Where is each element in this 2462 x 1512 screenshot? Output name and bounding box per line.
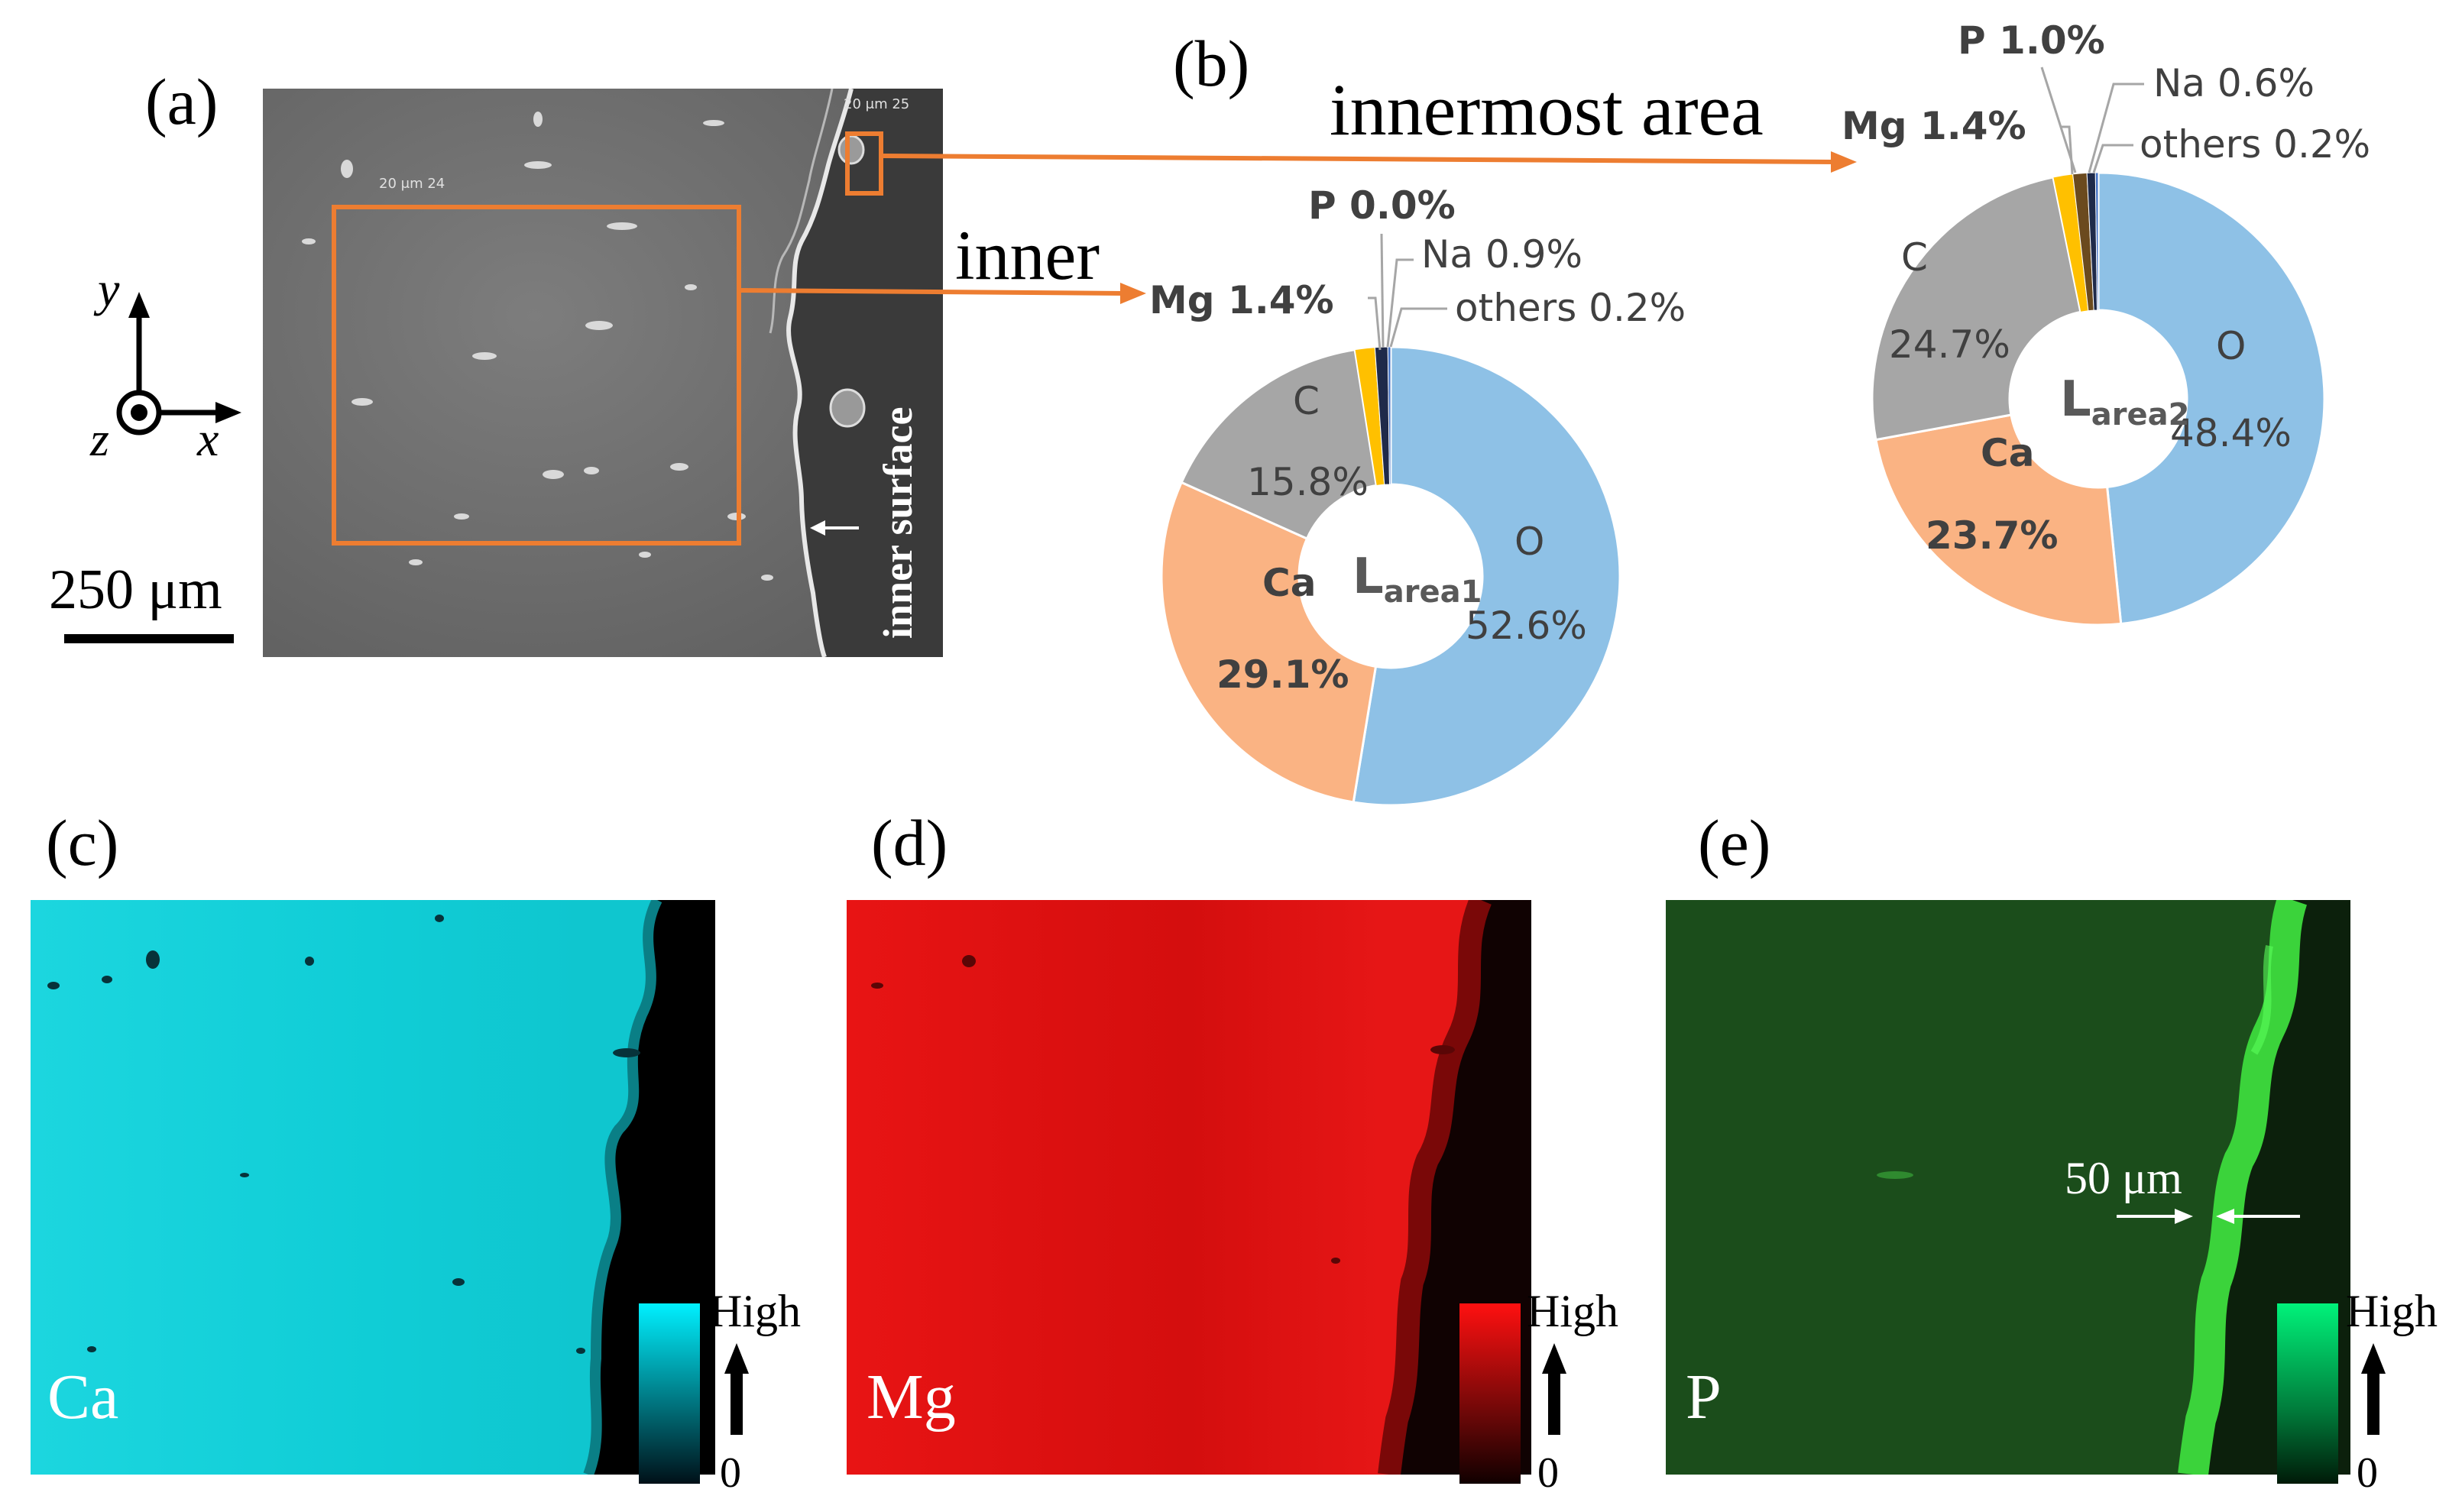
panel-label-b: (b): [1173, 27, 1250, 100]
value-p: P 1.0%: [1958, 18, 2105, 63]
leader-line: [2092, 144, 2133, 173]
ca-map: [31, 900, 715, 1475]
axis-z-label: z: [90, 412, 109, 466]
axes-indicator: [116, 292, 241, 435]
leader-line: [1380, 233, 1385, 348]
pie-slice-c: [1871, 176, 2082, 442]
p-map-element-label: P: [1686, 1361, 1722, 1433]
scale-bar: [64, 634, 234, 643]
panel-label-e: (e): [1698, 806, 1771, 879]
value-ca: 29.1%: [1216, 652, 1349, 697]
pie-center-label: Larea2: [2060, 371, 2189, 432]
innermost-area-label: innermost area: [1330, 69, 1764, 151]
value-o: 48.4%: [2170, 411, 2292, 455]
leader-line: [1386, 258, 1414, 348]
label-ca: Ca: [1262, 561, 1316, 605]
axis-x-label: x: [197, 412, 219, 466]
label-o: O: [2216, 324, 2246, 368]
p-color-scale: [2277, 1303, 2338, 1484]
value-na: Na 0.6%: [2153, 61, 2315, 105]
value-mg: Mg 1.4%: [1842, 104, 2026, 148]
p-scale-low: 0: [2357, 1449, 2378, 1497]
sem-tag-2: 20 μm 25: [844, 96, 910, 112]
leader-line: [2040, 66, 2077, 173]
p-scale-high: High: [2346, 1286, 2438, 1336]
label-ca: Ca: [1981, 431, 2034, 475]
sem-image: 20 μm 24 20 μm 25 inner surface: [263, 89, 943, 657]
mg-color-scale: [1459, 1303, 1521, 1484]
ca-scale-arrow: [724, 1343, 749, 1435]
panel-label-c: (c): [46, 806, 119, 879]
value-c: 15.8%: [1247, 460, 1369, 504]
ca-scale-high: High: [709, 1286, 801, 1336]
pie-slice-c: [1180, 348, 1378, 540]
mg-map: [847, 900, 1531, 1475]
innermost-region-box: [845, 131, 883, 196]
p-scale-arrow: [2361, 1343, 2386, 1435]
axis-y-label: y: [98, 262, 120, 316]
pie-chart-area1: O 52.6% Ca 29.1% C 15.8% Mg 1.4% P 0.0%Na 0.9% o…: [1149, 183, 1686, 807]
leader-line: [1389, 307, 1447, 348]
ca-color-scale: [639, 1303, 700, 1484]
pie-slice-ca: [1160, 481, 1378, 804]
width-measure-arrows: [2117, 1209, 2300, 1224]
inner-region-box: [332, 205, 741, 546]
leader-line: [2088, 83, 2144, 173]
leader-line: [1368, 296, 1382, 351]
value-c: 24.7%: [1889, 322, 2010, 367]
panel-label-d: (d): [871, 806, 948, 879]
panel-label-a: (a): [145, 65, 219, 138]
p-map: [1666, 900, 2350, 1475]
label-c: C: [1901, 235, 1928, 280]
pie-slice-o: [1352, 345, 1621, 807]
value-ca: 23.7%: [1926, 513, 2058, 558]
inner-label: inner: [955, 216, 1100, 294]
ca-scale-low: 0: [720, 1449, 741, 1497]
value-na: Na 0.9%: [1421, 232, 1582, 277]
value-others: others 0.2%: [1455, 286, 1686, 330]
sem-tag-1: 20 μm 24: [379, 176, 445, 192]
value-mg: Mg 1.4%: [1149, 278, 1334, 322]
pie-slice-others: [1387, 346, 1391, 485]
value-o: 52.6%: [1466, 604, 1587, 648]
pie-chart-area2: O 48.4% Ca 23.7% C 24.7% Mg 1.4% P 1.0% Na 0.6% o…: [1842, 18, 2370, 626]
mg-scale-high: High: [1527, 1286, 1618, 1336]
scale-bar-label: 250 μm: [49, 559, 222, 621]
value-p: P 0.0%: [1308, 183, 1456, 228]
width-measure-label: 50 μm: [2065, 1153, 2182, 1203]
value-others: others 0.2%: [2140, 122, 2370, 167]
label-c: C: [1293, 379, 1320, 423]
pie-slice-others: [2094, 172, 2099, 311]
pie-slice-ca: [1874, 413, 2123, 626]
label-o: O: [1514, 520, 1544, 564]
mg-map-element-label: Mg: [867, 1361, 956, 1433]
ca-map-element-label: Ca: [47, 1361, 119, 1433]
pie-center-label: Larea1: [1352, 549, 1482, 610]
mg-scale-low: 0: [1537, 1449, 1559, 1497]
pie-slice-o: [2097, 171, 2326, 626]
mg-scale-arrow: [1542, 1343, 1566, 1435]
